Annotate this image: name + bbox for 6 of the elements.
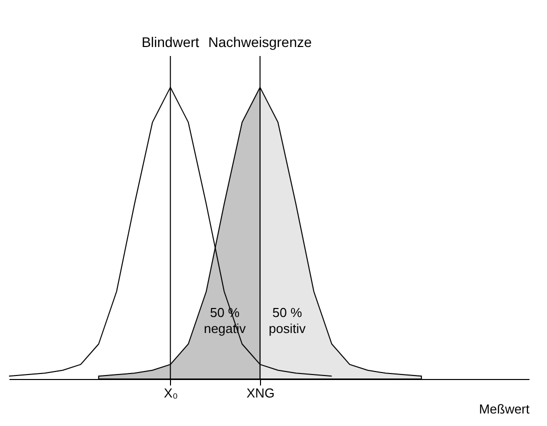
x-tick-label: X₀ — [164, 386, 178, 400]
x-axis-title: Meßwert — [478, 402, 530, 416]
annotation: 50 % positiv — [268, 304, 306, 336]
ref-line-label: Nachweisgrenze — [208, 34, 312, 50]
ref-line-label: Blindwert — [142, 34, 200, 50]
x-tick-label: XNG — [246, 386, 275, 400]
